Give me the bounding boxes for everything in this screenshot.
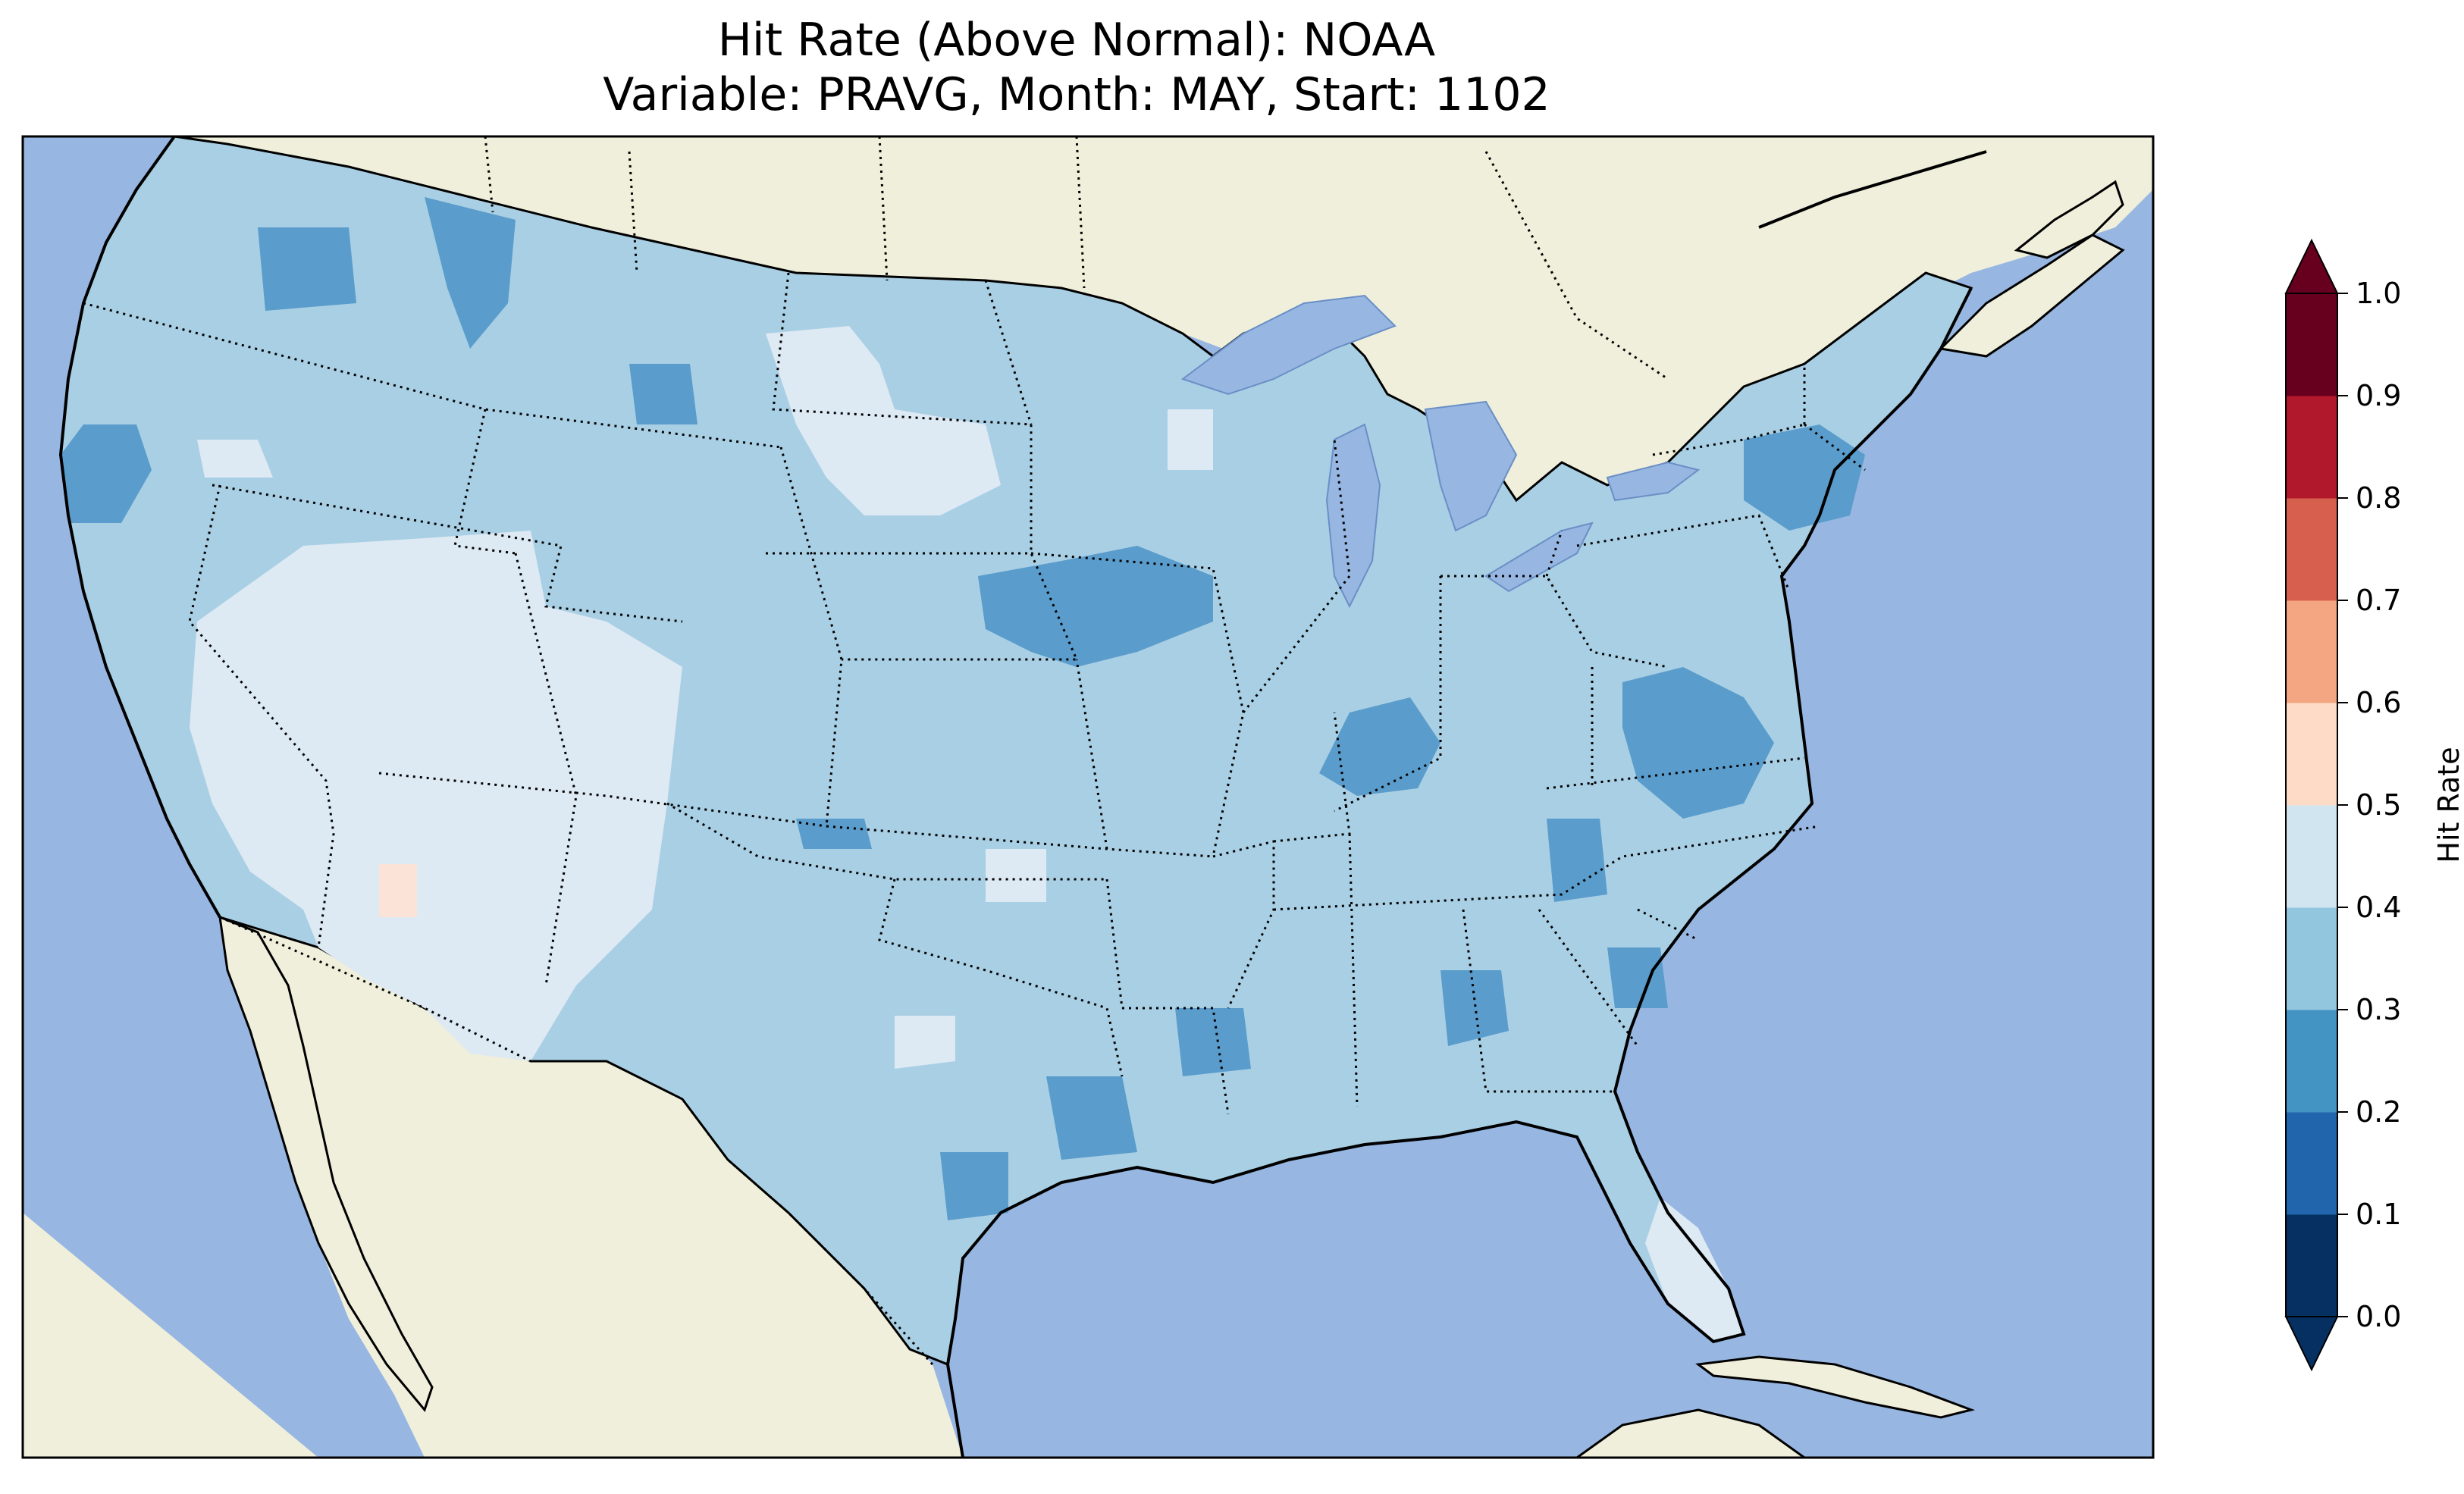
colorbar-bin-8 [2286,396,2337,499]
gulf-texas-low-region [940,1152,1008,1220]
washington-low-region [258,227,356,311]
cuba-land [1695,1355,1976,1419]
montana-low-region [629,364,698,424]
florida-high-region [1645,1198,1744,1342]
colorbar-bin-5 [2286,703,2337,806]
colorbar-tick-label: 0.6 [2356,686,2401,719]
virginia-low-region [1622,667,1774,819]
arkansas-low-region [1175,1008,1251,1076]
oklahoma-high-region [986,849,1046,902]
maritimes-land [1938,233,2125,358]
colorbar-over-triangle [2284,238,2339,294]
lake-huron [1424,400,1518,532]
colorbar-tick-label: 0.7 [2356,584,2401,617]
tennessee-low-region [1547,819,1607,902]
colorbar-bin-6 [2286,600,2337,703]
map-frame [21,135,2155,1459]
yucatan-land [1575,1408,1807,1458]
colorbar-tick-label: 0.2 [2356,1095,2401,1129]
map-title-line-1: Hit Rate (Above Normal): NOAA [717,14,1436,67]
colorbar-tick-label: 0.8 [2356,481,2401,515]
lake-erie [1484,521,1594,593]
map-title-line-2: Variable: PRAVG, Month: MAY, Start: 1102 [603,68,1550,121]
lake-michigan [1325,423,1381,609]
colorbar-bin-7 [2286,498,2337,601]
colorbar-tick-label: 0.1 [2356,1198,2401,1231]
northeast-low-region [1744,424,1865,531]
newfoundland-land [2014,180,2124,259]
baja-california-land [218,915,434,1413]
colorbar-bin-4 [2286,805,2337,908]
mexico-land [23,917,963,1458]
colorbar: 0.0 0.1 0.2 0.3 0.4 0.5 0.6 0.7 0.8 0.9 1.0 Hit Ra… [2284,238,2464,1372]
canada-land [23,136,2153,500]
carolina-low-region [1607,947,1668,1008]
arizona-spot-region [379,864,417,917]
colorbar-bin-2 [2286,1010,2337,1113]
iowa-low-region [978,546,1213,667]
state-borders [83,272,1866,1115]
colorbar-under-triangle [2284,1316,2339,1372]
colorbar-label: Hit Rate [2432,747,2464,863]
dakotas-high-region [766,326,1001,515]
louisiana-low-region [1046,1076,1137,1160]
georgia-low-region [1440,970,1509,1046]
pacific-nw-low-region [61,424,152,523]
map-panel [23,136,2153,1458]
country-borders [219,136,1669,1366]
lake-ontario [1606,461,1701,502]
colorbar-tick-label: 1.0 [2356,277,2401,310]
lake-superior [1180,294,1397,396]
idaho-low-region [425,197,516,349]
colorbar-bin-3 [2286,907,2337,1010]
colorbar-bin-1 [2286,1112,2337,1215]
southwest-high-region [190,531,682,1061]
colorbar-bin-9 [2286,293,2337,396]
colorbar-tick-label: 0.9 [2356,379,2401,412]
michigan-high-region [1168,409,1213,470]
coastlines [58,136,1987,1458]
kentucky-low-region [1319,697,1440,796]
oregon-high-region [197,440,273,478]
colorbar-tick-label: 0.4 [2356,891,2401,924]
colorbar-tick-label: 0.0 [2356,1300,2401,1333]
colorbar-tick-label: 0.5 [2356,788,2401,822]
texas-high-region [895,1016,955,1069]
colorbar-bin-0 [2286,1214,2337,1317]
colorbar-tick-label: 0.3 [2356,993,2401,1026]
kansas-low-region [796,819,872,849]
